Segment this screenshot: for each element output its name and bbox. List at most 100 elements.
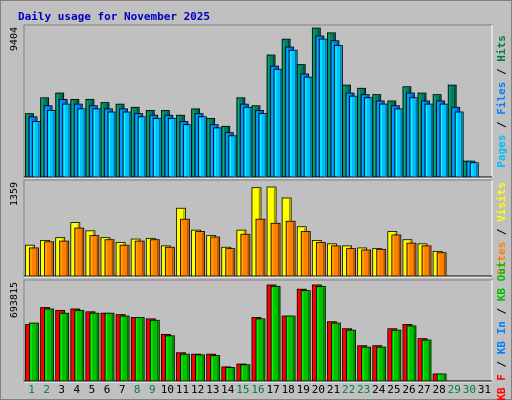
day-label-31: 31 (478, 383, 491, 396)
bar-pages-day-26 (409, 97, 419, 178)
bar-pages-day-25 (394, 108, 404, 178)
legend-entry: KB In (495, 321, 508, 354)
bar-pages-day-27 (424, 103, 434, 178)
bar-pages-day-13 (213, 127, 223, 178)
bar-pages-day-10 (167, 117, 177, 178)
day-label-1: 1 (28, 383, 35, 396)
bar-pages-day-14 (228, 135, 238, 178)
legend-entry: Pages (495, 135, 508, 168)
day-label-2: 2 (43, 383, 50, 396)
bar-kb-out-day-19 (300, 290, 311, 382)
bar-sites-day-25 (391, 234, 402, 277)
day-label-28: 28 (433, 383, 446, 396)
bar-kb-out-day-26 (406, 325, 417, 382)
day-label-14: 14 (221, 383, 235, 396)
bar-kb-out-day-12 (195, 354, 205, 382)
bar-sites-day-8 (134, 240, 145, 277)
bar-sites-day-27 (421, 245, 432, 277)
bar-sites-day-4 (74, 227, 85, 277)
bar-pages-day-4 (77, 108, 87, 178)
bar-pages-day-18 (288, 49, 298, 178)
bar-sites-day-7 (119, 244, 130, 277)
bar-pages-day-29 (454, 111, 464, 178)
bar-sites-day-15 (240, 233, 251, 277)
bar-kb-out-day-7 (119, 315, 130, 382)
day-label-29: 29 (448, 383, 461, 396)
day-label-16: 16 (251, 383, 264, 396)
y-max-label: 693815 (9, 282, 20, 318)
bar-pages-day-15 (243, 106, 253, 178)
bar-sites-day-3 (59, 240, 70, 277)
bar-kb-out-day-2 (44, 308, 54, 382)
bar-sites-day-22 (346, 248, 356, 277)
bar-pages-day-16 (258, 113, 268, 178)
bar-pages-day-9 (152, 117, 162, 178)
bar-kb-out-day-20 (315, 285, 326, 382)
bar-pages-day-2 (47, 110, 56, 178)
legend-entry: KB F (495, 374, 508, 400)
bar-kb-out-day-15 (240, 364, 251, 382)
legend-entry: Files (495, 82, 508, 115)
bar-kb-out-day-23 (361, 346, 372, 382)
bar-kb-out-day-3 (59, 312, 70, 382)
legend-entry: Visits (495, 182, 508, 222)
bar-pages-day-1 (32, 121, 41, 178)
day-label-21: 21 (327, 383, 340, 396)
bar-kb-out-day-1 (29, 322, 39, 382)
bar-sites-day-6 (104, 239, 115, 277)
legend-entry: / (495, 354, 508, 374)
bar-kb-out-day-4 (74, 309, 85, 382)
bar-pages-day-7 (122, 111, 132, 178)
bar-kb-out-day-5 (89, 312, 100, 382)
day-label-5: 5 (89, 383, 96, 396)
y-max-label: 1359 (9, 182, 20, 206)
bar-pages-day-22 (349, 95, 358, 178)
bar-kb-out-day-22 (346, 329, 356, 382)
day-label-6: 6 (104, 383, 111, 396)
series-legend: Pages / Files / Hits (495, 35, 508, 168)
day-label-24: 24 (372, 383, 386, 396)
bar-sites-day-20 (315, 242, 326, 277)
day-label-30: 30 (463, 383, 476, 396)
bar-pages-day-21 (334, 45, 343, 178)
bar-sites-day-10 (164, 246, 175, 277)
bar-sites-day-2 (44, 241, 54, 277)
panel-2: 1359 Sites / Visits (9, 179, 508, 278)
bar-kb-out-day-18 (285, 315, 296, 382)
bar-kb-out-day-9 (149, 319, 160, 382)
bar-kb-out-day-16 (255, 318, 266, 382)
legend-entry: Sites (495, 242, 508, 275)
day-label-12: 12 (191, 383, 204, 396)
bar-kb-out-day-24 (376, 346, 387, 382)
series-legend: Sites / Visits (495, 182, 508, 275)
bar-sites-day-11 (180, 218, 190, 277)
panel-1: 9404 Pages / Files / Hits (9, 24, 508, 179)
day-label-7: 7 (119, 383, 126, 396)
bar-pages-day-17 (273, 68, 283, 178)
bar-pages-day-3 (62, 103, 72, 178)
bar-kb-out-day-28 (436, 373, 447, 382)
day-label-20: 20 (312, 383, 325, 396)
legend-entry: KB Out (495, 261, 508, 301)
legend-entry: / (495, 115, 508, 135)
bar-sites-day-26 (406, 242, 417, 277)
bar-kb-out-day-27 (421, 339, 432, 382)
bar-pages-day-8 (137, 116, 147, 178)
bar-sites-day-16 (255, 218, 266, 277)
bar-pages-day-30 (469, 162, 479, 178)
bar-kb-out-day-13 (210, 355, 221, 382)
legend-entry: / (495, 62, 508, 82)
day-label-3: 3 (58, 383, 65, 396)
bar-kb-out-day-17 (270, 285, 281, 382)
bar-pages-day-12 (198, 116, 207, 178)
bar-kb-out-day-11 (180, 353, 190, 382)
bar-sites-day-17 (270, 222, 281, 277)
bar-pages-day-28 (439, 103, 449, 178)
day-label-11: 11 (176, 383, 189, 396)
day-label-26: 26 (402, 383, 415, 396)
chart-title: Daily usage for November 2025 (18, 10, 210, 23)
y-max-label: 9404 (9, 27, 20, 51)
day-label-13: 13 (206, 383, 219, 396)
bar-sites-day-12 (195, 231, 205, 277)
bar-kb-out-day-14 (225, 367, 236, 382)
